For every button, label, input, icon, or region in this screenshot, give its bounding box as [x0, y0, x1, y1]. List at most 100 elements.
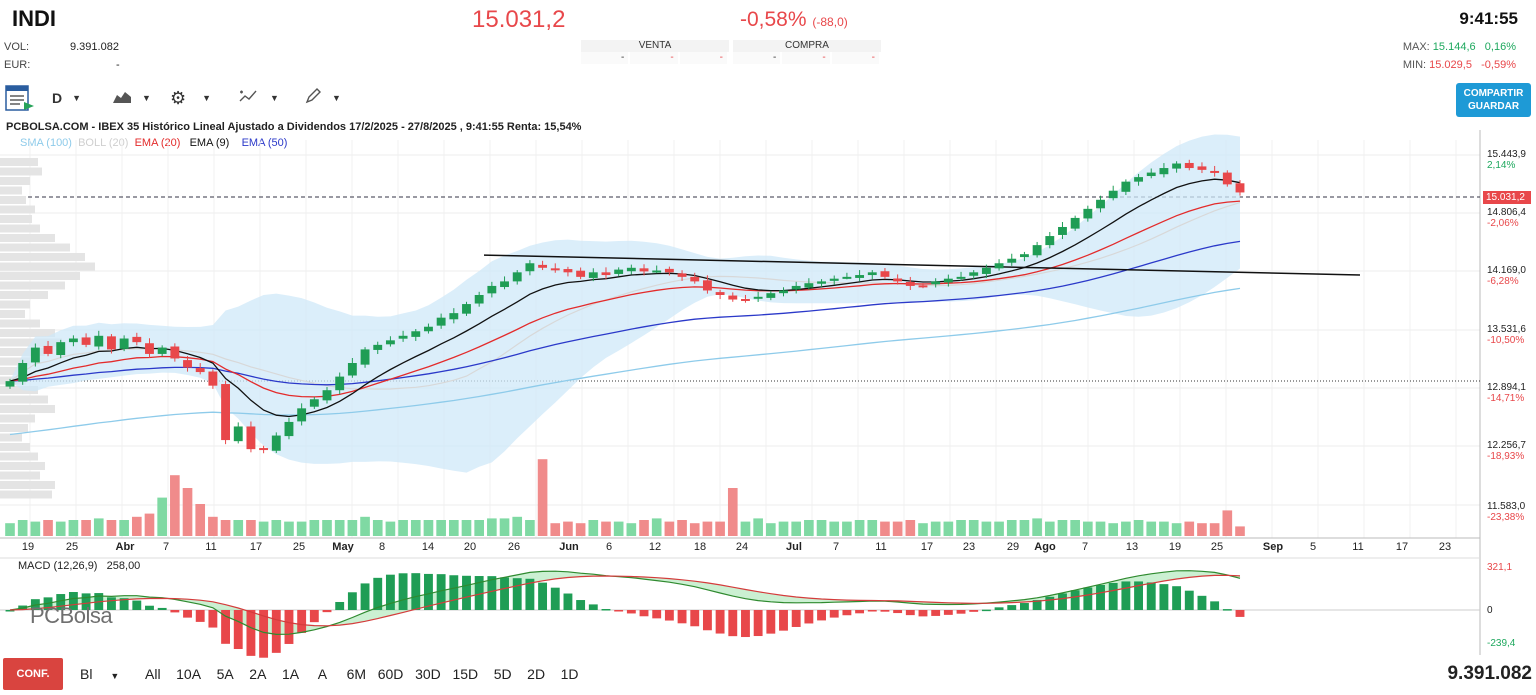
candle-body: [512, 272, 522, 282]
volume-bar: [81, 520, 91, 536]
legend-boll20[interactable]: BOLL (20): [78, 137, 129, 149]
range-5d[interactable]: 5D: [493, 666, 512, 682]
time-axis-label: 24: [735, 541, 749, 553]
range-6m[interactable]: 6M: [346, 666, 367, 682]
candle: [905, 276, 915, 291]
ticker-symbol: INDI: [12, 6, 56, 31]
range-2d[interactable]: 2D: [527, 666, 546, 682]
volume-profile-bar: [0, 262, 95, 271]
price-chart[interactable]: [0, 130, 1536, 690]
area-chart-icon: [112, 88, 132, 109]
legend-sma100[interactable]: SMA (100): [20, 137, 72, 149]
candle: [500, 276, 509, 290]
pencil-icon: [304, 87, 322, 110]
volume-bar: [284, 521, 294, 536]
chart-type-select[interactable]: Bl ▼: [80, 666, 119, 682]
indicator-icon: [238, 87, 260, 110]
volume-bar: [626, 523, 637, 536]
range-2a[interactable]: 2A: [249, 666, 267, 682]
macd-histogram-bar: [208, 610, 218, 628]
volume-bar: [994, 521, 1004, 536]
period-dropdown[interactable]: D ▼: [52, 88, 81, 108]
range-a[interactable]: A: [317, 666, 328, 682]
candle: [360, 347, 370, 368]
volume-profile-bar: [0, 338, 62, 347]
volume-bar: [842, 521, 852, 536]
macd-histogram-bar: [1045, 596, 1055, 610]
range-15d[interactable]: 15D: [452, 666, 479, 682]
volume-bar: [119, 520, 129, 536]
price-axis-label: 15.443,9: [1487, 149, 1526, 160]
max-row: MAX: 15.144,6 0,16%: [1403, 41, 1516, 53]
candle: [1159, 163, 1169, 178]
share-save-button[interactable]: COMPARTIR GUARDAR: [1456, 83, 1531, 117]
macd-axis-bottom: -239,4: [1487, 638, 1516, 649]
candle: [1184, 159, 1194, 171]
range-60d[interactable]: 60D: [377, 666, 404, 682]
candle-body: [474, 294, 484, 304]
candle: [1172, 161, 1182, 173]
candle-body: [626, 267, 636, 272]
min-row: MIN: 15.029,5 -0,59%: [1403, 59, 1516, 71]
macd-histogram-bar: [626, 610, 636, 614]
candle-body: [411, 331, 421, 337]
range-30d[interactable]: 30D: [415, 666, 441, 682]
volume-bar: [981, 521, 992, 536]
drawing-dropdown[interactable]: ▼: [304, 87, 341, 110]
percent-axis-label: -23,38%: [1487, 512, 1525, 523]
candle: [107, 334, 116, 354]
macd-histogram-bar: [119, 598, 129, 610]
chevron-down-icon: ▼: [72, 93, 82, 103]
range-all[interactable]: All: [145, 666, 161, 682]
macd-histogram-bar: [385, 574, 395, 610]
volume-profile-bar: [0, 357, 30, 366]
volume-profile-bar: [0, 272, 80, 280]
volume-bar: [804, 520, 814, 536]
volume-bar: [918, 523, 928, 536]
range-5a[interactable]: 5A: [216, 666, 234, 682]
range-10a[interactable]: 10A: [176, 666, 202, 682]
candle-body: [30, 347, 40, 363]
range-1a[interactable]: 1A: [281, 666, 300, 682]
volume-bar: [182, 488, 193, 536]
candle-body: [373, 344, 383, 350]
time-axis-label: 17: [1395, 541, 1409, 553]
document-icon[interactable]: [4, 84, 36, 112]
range-1d[interactable]: 1D: [560, 666, 579, 682]
macd-histogram-bar: [1007, 605, 1017, 610]
volume-bar: [398, 520, 408, 536]
volume-profile-bar: [0, 462, 45, 470]
macd-histogram-bar: [297, 610, 307, 633]
candle: [271, 432, 281, 454]
volume-profile-bar: [0, 386, 38, 394]
buy-cell: -: [831, 52, 879, 64]
indicators-dropdown[interactable]: ▼: [238, 88, 279, 108]
candle-body: [1070, 217, 1080, 229]
candle: [81, 333, 91, 348]
gear-icon: ⚙: [170, 87, 187, 108]
legend-ema20[interactable]: EMA (20): [134, 137, 181, 149]
macd-histogram-bar: [1070, 590, 1080, 610]
candle: [233, 422, 243, 444]
chart-type-dropdown[interactable]: ▼: [112, 88, 151, 108]
candle: [538, 260, 548, 271]
legend-ema50[interactable]: EMA (50): [241, 137, 288, 149]
candle-body: [1108, 190, 1118, 199]
macd-histogram-bar: [981, 609, 991, 612]
time-axis-label: 26: [507, 541, 521, 553]
macd-histogram-bar: [994, 607, 1004, 610]
candle: [119, 335, 129, 352]
config-button[interactable]: CONF.: [3, 658, 63, 690]
candle: [715, 289, 725, 300]
volume-profile-bar: [0, 234, 55, 242]
legend-ema9[interactable]: EMA (9): [189, 137, 230, 149]
volume-bar: [1032, 518, 1042, 536]
volume-bar: [956, 520, 966, 536]
candle: [1007, 253, 1017, 266]
volume-bar: [601, 521, 611, 536]
price-axis-label: 14.806,4: [1487, 207, 1526, 218]
price-axis-label: 11.583,0: [1487, 501, 1526, 512]
candle-body: [1058, 226, 1067, 235]
settings-dropdown[interactable]: ⚙ ▼: [170, 88, 211, 108]
time-axis-label: 25: [65, 541, 79, 553]
